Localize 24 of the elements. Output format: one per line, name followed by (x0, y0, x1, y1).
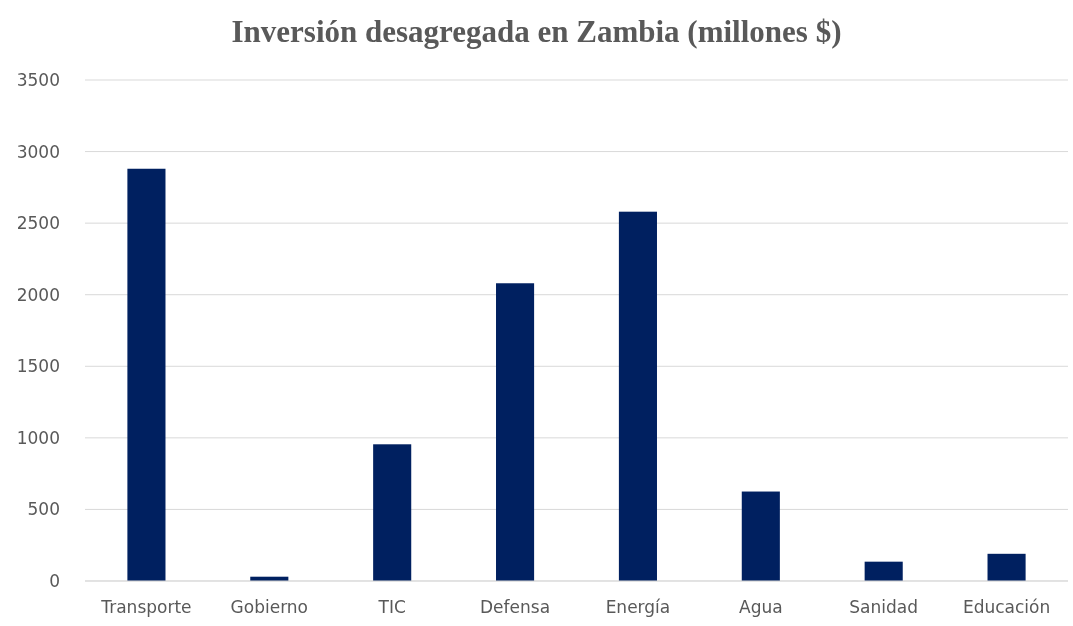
x-tick-label: TIC (377, 597, 406, 617)
y-tick-label: 1500 (16, 356, 60, 377)
y-tick-label: 1000 (16, 427, 60, 448)
bar (618, 211, 657, 581)
y-tick-label: 500 (27, 499, 60, 520)
bar (864, 561, 903, 581)
chart-title: Inversión desagregada en Zambia (millones $) (231, 14, 842, 49)
y-tick-label: 0 (49, 570, 60, 591)
bar (741, 491, 780, 581)
bar (987, 553, 1026, 581)
bar (127, 168, 166, 581)
x-tick-label: Energía (605, 597, 671, 617)
y-tick-label: 3500 (16, 69, 60, 90)
x-tick-label: Agua (739, 597, 783, 617)
x-tick-label: Sanidad (849, 597, 919, 617)
x-tick-label: Gobierno (230, 597, 309, 617)
x-tick-label: Defensa (480, 597, 551, 617)
bar (496, 283, 535, 581)
x-tick-label: Transporte (100, 597, 192, 617)
y-tick-label: 2000 (16, 284, 60, 305)
y-tick-label: 2500 (16, 213, 60, 234)
x-tick-label: Educación (962, 597, 1051, 617)
bar (373, 444, 412, 581)
y-tick-label: 3000 (16, 141, 60, 162)
